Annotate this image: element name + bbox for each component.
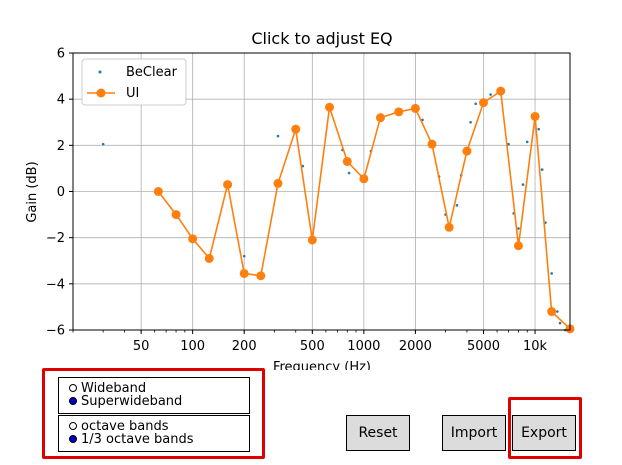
chart-series xyxy=(101,86,575,334)
ui-eq-point[interactable] xyxy=(394,107,404,117)
y-tick-label: 6 xyxy=(57,47,65,62)
ui-eq-point[interactable] xyxy=(188,234,198,244)
beclear-point xyxy=(276,134,280,138)
y-tick-label: −4 xyxy=(46,277,65,292)
ui-eq-point[interactable] xyxy=(496,86,506,96)
x-axis-label: Frequency (Hz) xyxy=(273,360,371,370)
beclear-point xyxy=(550,272,553,275)
beclear-point xyxy=(489,93,492,96)
beclear-point xyxy=(469,120,472,124)
x-tick-label: 500 xyxy=(300,339,325,354)
ui-eq-point[interactable] xyxy=(325,102,335,112)
chart-title: Click to adjust EQ xyxy=(251,29,392,48)
ui-eq-point[interactable] xyxy=(479,98,489,108)
ui-eq-point[interactable] xyxy=(513,241,523,251)
axis-ticks: −6 −4 −2 0 2 4 6 50 100 200 500 1000 2000 5000 10k xyxy=(46,47,548,355)
ui-eq-point[interactable] xyxy=(153,187,163,196)
beclear-point xyxy=(525,140,529,144)
ui-eq-point[interactable] xyxy=(171,210,181,220)
ui-eq-point[interactable] xyxy=(273,178,283,188)
bandwidth-radio-group: Wideband Superwideband xyxy=(58,377,250,414)
legend-label-ui: UI xyxy=(126,86,139,101)
beclear-point xyxy=(301,164,305,168)
y-tick-label: 4 xyxy=(57,93,65,108)
eq-chart[interactable]: −6 −4 −2 0 2 4 6 50 100 200 500 1000 2000 5000 10k Cli… xyxy=(0,0,622,370)
x-tick-label: 10k xyxy=(523,339,548,354)
ui-eq-point[interactable] xyxy=(530,111,540,121)
ui-eq-point[interactable] xyxy=(547,307,557,317)
ui-eq-point[interactable] xyxy=(359,174,369,184)
import-button[interactable]: Import xyxy=(442,415,506,451)
export-button[interactable]: Export xyxy=(512,415,576,451)
radio-wideband[interactable] xyxy=(69,384,77,392)
resolution-radio-group: octave bands 1/3 octave bands xyxy=(58,415,250,452)
ui-eq-point[interactable] xyxy=(256,271,266,281)
reset-button[interactable]: Reset xyxy=(346,415,410,451)
ui-eq-point[interactable] xyxy=(342,156,352,166)
ui-eq-point[interactable] xyxy=(291,124,301,134)
radio-octave-bands[interactable] xyxy=(69,422,77,430)
ui-eq-point[interactable] xyxy=(427,139,437,149)
beclear-point xyxy=(242,254,246,258)
ui-eq-point[interactable] xyxy=(307,235,317,245)
beclear-point xyxy=(517,227,520,230)
y-tick-label: 0 xyxy=(57,185,65,200)
radio-superwideband[interactable] xyxy=(69,397,77,405)
x-tick-label: 100 xyxy=(180,339,205,354)
ui-eq-point[interactable] xyxy=(204,253,214,263)
beclear-point xyxy=(101,142,105,146)
beclear-point xyxy=(455,204,459,207)
ui-eq-point[interactable] xyxy=(239,268,249,278)
beclear-point xyxy=(537,127,540,131)
legend-label-beclear: BeClear xyxy=(126,65,178,80)
ui-eq-point[interactable] xyxy=(223,180,233,190)
y-tick-label: 2 xyxy=(57,139,65,154)
x-tick-label: 50 xyxy=(133,339,150,354)
ui-eq-point[interactable] xyxy=(444,222,454,232)
beclear-point xyxy=(347,171,351,175)
chart-legend: BeClear UI xyxy=(81,58,187,106)
legend-marker-beclear xyxy=(98,70,102,74)
radio-label-superwideband[interactable]: Superwideband xyxy=(81,394,183,409)
x-tick-label: 5000 xyxy=(467,339,500,354)
beclear-point xyxy=(474,102,477,106)
y-axis-label: Gain (dB) xyxy=(25,161,40,222)
beclear-point xyxy=(507,142,510,146)
beclear-point xyxy=(558,321,562,325)
ui-eq-point[interactable] xyxy=(462,146,472,156)
x-tick-label: 2000 xyxy=(399,339,432,354)
ui-eq-point[interactable] xyxy=(410,103,420,113)
radio-label-third-octave-bands[interactable]: 1/3 octave bands xyxy=(81,432,194,447)
ui-eq-point[interactable] xyxy=(375,113,385,123)
legend-marker-ui xyxy=(96,88,106,98)
radio-third-octave-bands[interactable] xyxy=(69,435,77,443)
y-tick-label: −6 xyxy=(46,324,65,339)
y-tick-label: −2 xyxy=(46,231,65,246)
radio-label-octave-bands[interactable]: octave bands xyxy=(81,419,169,434)
x-tick-label: 1000 xyxy=(347,339,380,354)
x-tick-label: 200 xyxy=(232,339,257,354)
beclear-point xyxy=(556,310,559,313)
radio-label-wideband[interactable]: Wideband xyxy=(81,381,147,396)
beclear-point xyxy=(521,183,525,186)
beclear-point xyxy=(540,168,544,171)
